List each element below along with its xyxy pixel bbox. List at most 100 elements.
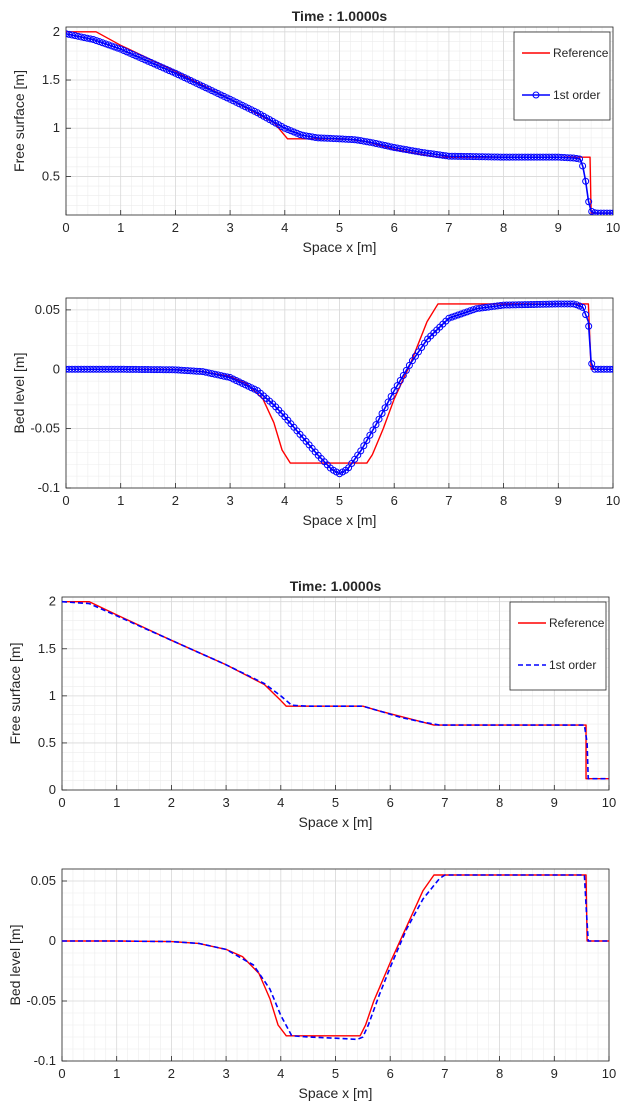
data-point-marker — [585, 322, 593, 330]
legend-box — [509, 601, 607, 691]
x-tick-label: 6 — [387, 795, 394, 810]
x-tick-label: 2 — [172, 493, 179, 508]
x-tick-label: 8 — [496, 795, 503, 810]
y-tick-label: 1 — [53, 120, 60, 135]
x-tick-label: 10 — [602, 795, 616, 810]
x-tick-label: 4 — [281, 493, 288, 508]
data-point-marker — [108, 42, 116, 50]
data-point-marker — [606, 365, 613, 373]
data-point-marker — [582, 177, 590, 185]
series-line-first-order — [62, 600, 609, 780]
x-tick-label: 3 — [222, 795, 229, 810]
x-tick-label: 10 — [602, 1066, 616, 1081]
legend: Reference 1st order — [513, 31, 611, 121]
x-tick-label: 9 — [551, 795, 558, 810]
data-point-marker — [223, 373, 231, 381]
data-point-marker — [466, 307, 474, 315]
data-point-marker — [114, 44, 122, 52]
x-tick-label: 1 — [117, 220, 124, 235]
x-tick-label: 6 — [391, 493, 398, 508]
data-point-marker — [585, 198, 593, 206]
x-tick-label: 0 — [58, 795, 65, 810]
x-tick-label: 8 — [500, 220, 507, 235]
data-point-marker — [92, 37, 100, 45]
y-tick-label: 0.05 — [35, 302, 60, 317]
x-axis-label: Space x [m] — [303, 512, 377, 528]
series-group — [66, 300, 613, 478]
series-line-first-order — [62, 874, 609, 1041]
y-tick-label: -0.1 — [34, 1053, 56, 1068]
data-point-marker — [360, 442, 368, 450]
y-tick-label: 2 — [49, 594, 56, 609]
x-axis-label: Space x [m] — [299, 814, 373, 830]
data-point-marker — [609, 209, 613, 215]
x-tick-label: 7 — [441, 795, 448, 810]
data-point-marker — [89, 36, 97, 44]
data-point-marker — [457, 310, 465, 318]
chart-4: 0 1 2 3 4 5 6 7 8 9 10 -0.1 -0.05 0 0.05 Space x [m] Bed… — [7, 868, 616, 1101]
data-point-marker — [399, 371, 407, 379]
series-group — [62, 600, 609, 780]
x-axis-label: Space x [m] — [303, 239, 377, 255]
data-point-marker — [579, 162, 587, 170]
data-point-marker — [86, 35, 94, 43]
data-point-marker — [381, 404, 389, 412]
legend-box — [513, 31, 611, 121]
data-point-marker — [396, 377, 404, 385]
data-point-marker — [98, 39, 106, 47]
x-tick-label: 6 — [387, 1066, 394, 1081]
x-tick-label: 6 — [391, 220, 398, 235]
data-point-marker — [290, 128, 298, 136]
x-tick-label: 1 — [117, 493, 124, 508]
series-line-first-order — [66, 32, 613, 214]
y-axis-label: Free surface [m] — [11, 70, 27, 172]
data-point-marker — [573, 154, 581, 162]
legend-label: 1st order — [553, 88, 600, 102]
series-line-reference — [62, 874, 609, 1037]
data-point-marker — [606, 209, 613, 215]
x-tick-label: 3 — [226, 493, 233, 508]
legend-label: Reference — [553, 46, 609, 60]
x-tick-label: 2 — [168, 1066, 175, 1081]
data-point-marker — [576, 155, 584, 163]
y-tick-label: -0.05 — [30, 421, 60, 436]
x-tick-label: 2 — [172, 220, 179, 235]
data-point-marker — [579, 303, 587, 311]
legend-label: 1st order — [549, 658, 596, 672]
x-tick-label: 9 — [551, 1066, 558, 1081]
y-tick-label: 0.5 — [38, 735, 56, 750]
data-point-marker — [287, 127, 295, 135]
x-tick-label: 4 — [277, 795, 284, 810]
data-point-marker — [582, 311, 590, 319]
data-point-marker — [284, 125, 292, 133]
data-point-marker — [357, 447, 365, 455]
data-point-marker — [402, 366, 410, 374]
chart-3: 0 1 2 3 4 5 6 7 8 9 10 0 0.5 1 1.5 2 Space x [m] Free sur… — [7, 578, 616, 830]
data-point-marker — [463, 308, 471, 316]
x-tick-label: 10 — [606, 220, 620, 235]
legend-marker — [532, 91, 540, 99]
y-tick-label: 0.5 — [42, 168, 60, 183]
x-tick-label: 9 — [555, 493, 562, 508]
x-tick-label: 5 — [332, 795, 339, 810]
grid — [65, 27, 614, 216]
chart-1: 0 1 2 3 4 5 6 7 8 9 10 0.5 1 1.5 2 Space x [m] Free surf… — [11, 8, 620, 255]
x-tick-label: 5 — [332, 1066, 339, 1081]
x-tick-label: 1 — [113, 795, 120, 810]
data-point-marker — [448, 313, 456, 321]
grid — [65, 297, 614, 489]
series-line-first-order — [66, 303, 613, 475]
y-tick-label: -0.05 — [26, 993, 56, 1008]
x-tick-label: 7 — [445, 220, 452, 235]
x-tick-label: 7 — [441, 1066, 448, 1081]
x-axis-label: Space x [m] — [299, 1085, 373, 1101]
y-axis-label: Bed level [m] — [7, 925, 23, 1006]
grid — [61, 868, 610, 1062]
x-tick-label: 8 — [500, 493, 507, 508]
legend: Reference 1st order — [509, 601, 607, 691]
y-tick-label: -0.1 — [38, 480, 60, 495]
legend-label: Reference — [549, 616, 605, 630]
data-point-marker — [387, 392, 395, 400]
data-point-marker — [451, 312, 459, 320]
